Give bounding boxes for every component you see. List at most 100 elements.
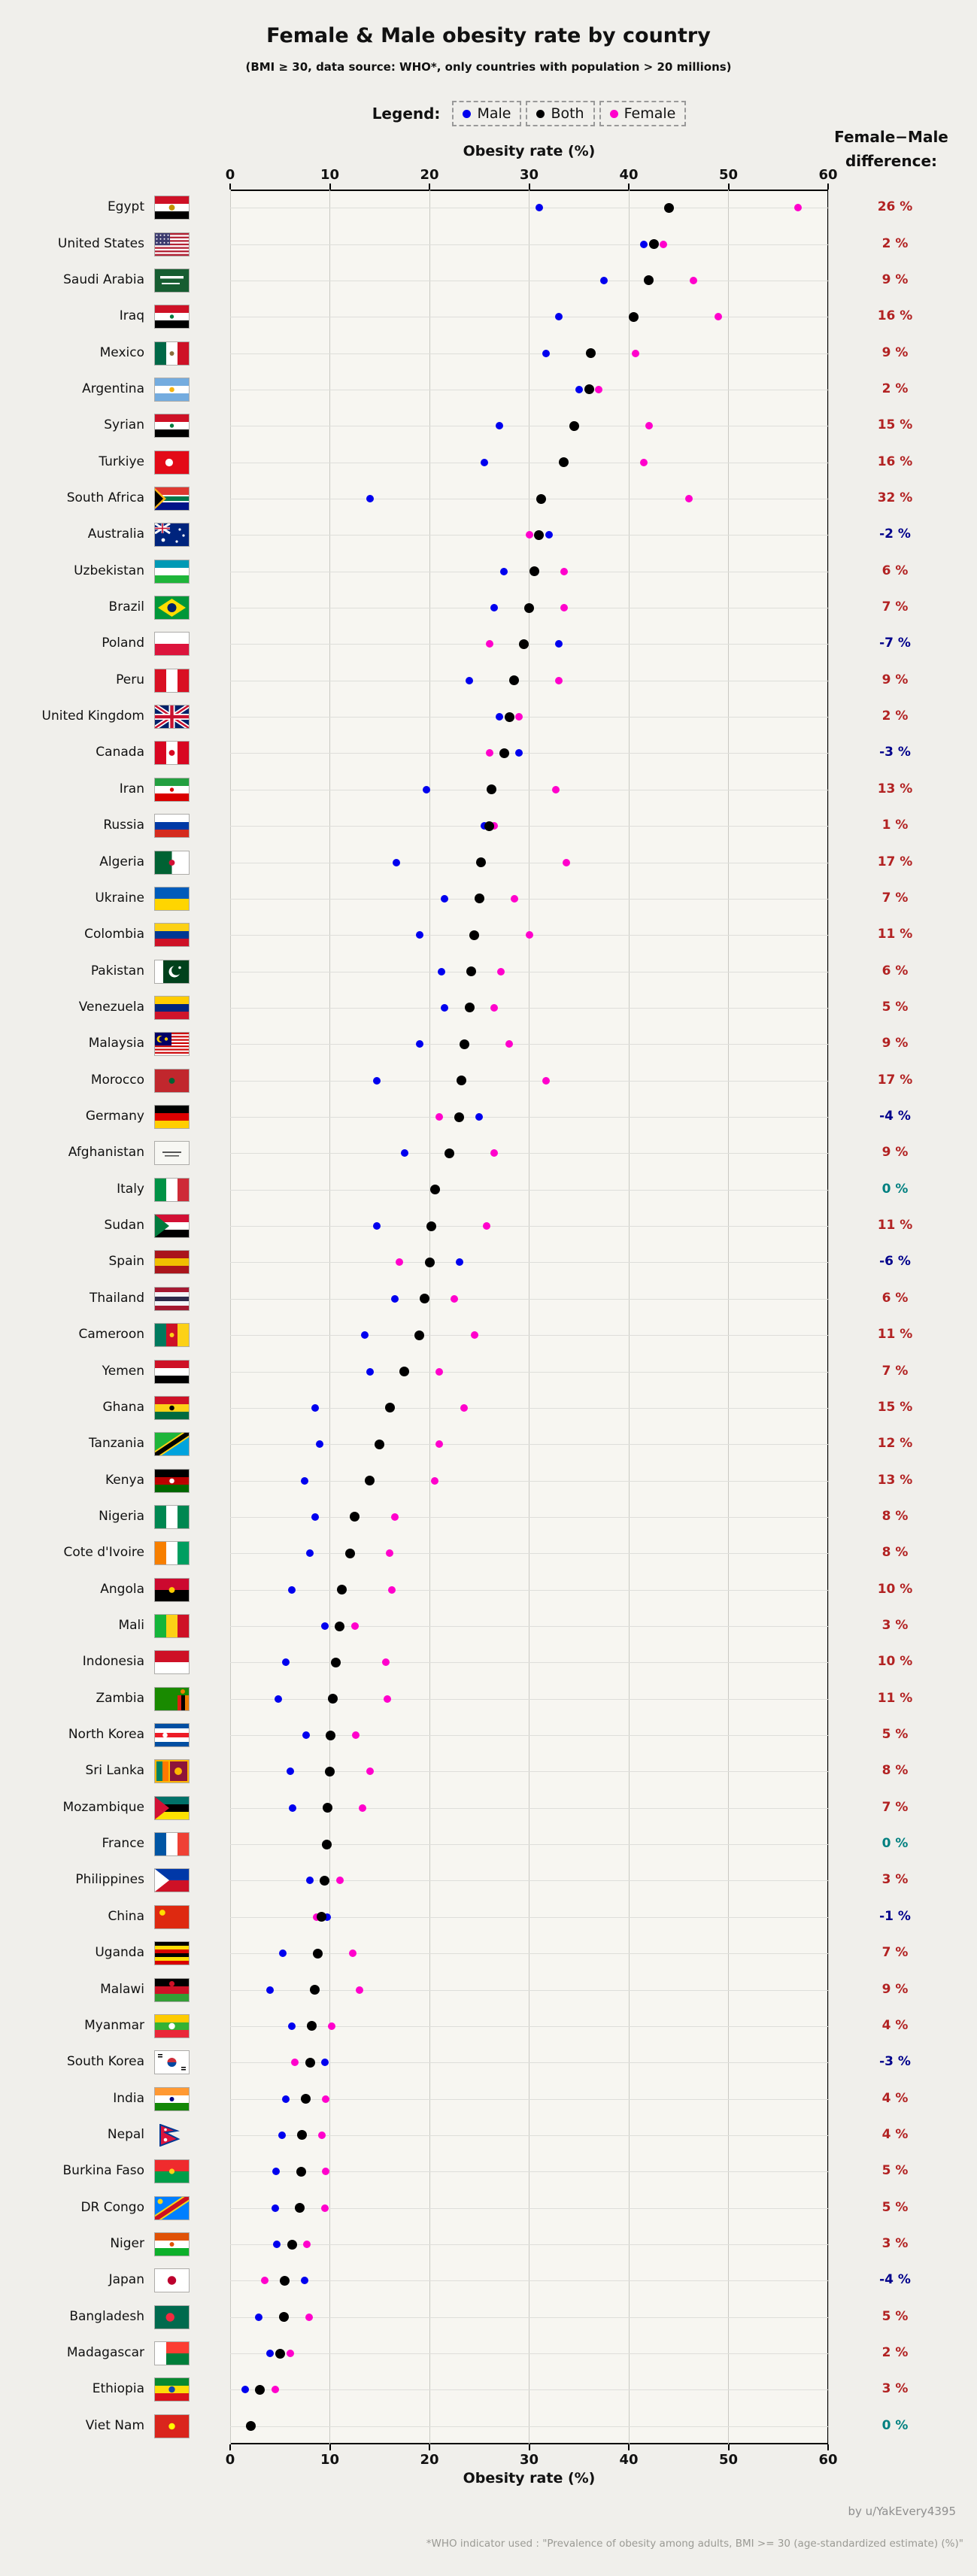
country-row-china: China -1 % [0,1899,977,1935]
flag-icon-cote-d-ivoire [155,1542,189,1565]
country-label: Viet Nam [85,2417,144,2433]
flag-icon-iraq [155,305,189,329]
legend: Legend: Male Both Female [230,101,828,126]
both-dot [295,2203,305,2213]
female-dot [525,931,533,939]
legend-chip-male: Male [452,101,522,126]
female-dot [359,1804,367,1812]
female-dot [562,858,570,866]
male-dot [515,749,523,757]
legend-both-label: Both [551,105,584,122]
country-row-sri-lanka: Sri Lanka 8 % [0,1753,977,1789]
flag-icon-nigeria [155,1505,189,1528]
flag-icon-north-korea [155,1724,189,1747]
flag-icon-peru [155,669,189,692]
row-gridline [230,1335,828,1337]
male-dot [423,785,431,793]
flag-icon-mozambique [155,1796,189,1819]
country-label: Morocco [90,1072,144,1088]
row-gridline [230,2171,828,2173]
country-label: Russia [103,818,144,833]
flag-icon-australia [155,523,189,547]
diff-column-header: Female−Male difference: [816,125,966,173]
diff-label: 4 % [881,2017,909,2033]
both-dot [399,1367,410,1377]
female-dot [490,822,499,830]
country-label: Philippines [75,1872,144,1888]
legend-label: Legend: [372,105,441,123]
both-dot [296,2166,306,2177]
country-label: Malaysia [88,1036,144,1051]
both-dot [323,1803,333,1813]
country-label: Colombia [84,927,144,942]
country-row-united-states: United States 2 % [0,226,977,262]
country-label: China [108,1908,144,1924]
bottom-tick-50 [727,2444,730,2450]
row-gridline [230,2244,828,2246]
diff-label: 15 % [877,417,913,433]
both-dot [287,2239,297,2250]
male-dot [480,458,488,466]
flag-icon-china [155,1905,189,1928]
country-row-egypt: Egypt 26 % [0,190,977,226]
female-dot [335,1877,344,1885]
flag-icon-zambia [155,1687,189,1710]
country-row-russia: Russia 1 % [0,808,977,844]
diff-label: 5 % [881,999,909,1015]
both-dot [459,1039,469,1049]
row-gridline [230,2317,828,2318]
flag-icon-indonesia [155,1651,189,1674]
flag-icon-kenya [155,1469,189,1492]
chart-title: Female & Male obesity rate by country [266,24,711,47]
country-label: Mexico [99,344,144,360]
both-dot [330,1657,341,1667]
both-dot [336,1585,347,1595]
gridline-10 [329,190,330,2444]
both-dot [504,712,514,722]
country-row-north-korea: North Korea 5 % [0,1717,977,1753]
flag-icon-argentina [155,378,189,401]
flag-icon-mexico [155,341,189,365]
flag-icon-philippines [155,1869,189,1892]
male-dot [316,1440,324,1449]
country-row-ghana: Ghana 15 % [0,1390,977,1426]
flag-icon-south-korea [155,2051,189,2074]
row-gridline [230,2135,828,2136]
male-dot [306,1549,314,1558]
flag-icon-colombia [155,924,189,947]
country-row-morocco: Morocco 17 % [0,1063,977,1099]
diff-label: 11 % [877,927,913,942]
row-gridline [230,1844,828,1846]
male-dot [323,1913,331,1921]
both-dot [509,675,520,686]
country-row-angola: Angola 10 % [0,1571,977,1607]
country-label: Bangladesh [69,2308,144,2324]
bottom-axis-label: Obesity rate (%) [463,2470,596,2486]
country-row-south-korea: South Korea -3 % [0,2044,977,2080]
both-dot [629,311,639,322]
male-dot [301,2277,309,2285]
country-label: United Kingdom [41,708,144,724]
row-gridline [230,2025,828,2027]
diff-label: 3 % [881,1618,909,1633]
male-dot [282,1658,290,1667]
country-row-mexico: Mexico 9 % [0,335,977,371]
country-row-australia: Australia -2 % [0,517,977,553]
bottom-tick-label-0: 0 [225,2452,235,2468]
diff-label: 11 % [877,1690,913,1706]
flag-icon-sudan [155,1215,189,1238]
female-dot [510,894,518,903]
row-gridline [230,1189,828,1191]
female-dot [485,749,493,757]
both-dot [476,857,487,868]
country-label: Yemen [102,1363,144,1379]
both-dot [344,1548,355,1558]
male-dot [372,1222,381,1230]
both-dot [474,894,484,904]
diff-label: 9 % [881,344,909,360]
both-dot [280,2275,290,2286]
both-dot [584,384,594,395]
row-gridline [230,1444,828,1446]
footnote: *WHO indicator used : "Prevalence of obe… [426,2538,963,2550]
country-row-spain: Spain -6 % [0,1244,977,1280]
